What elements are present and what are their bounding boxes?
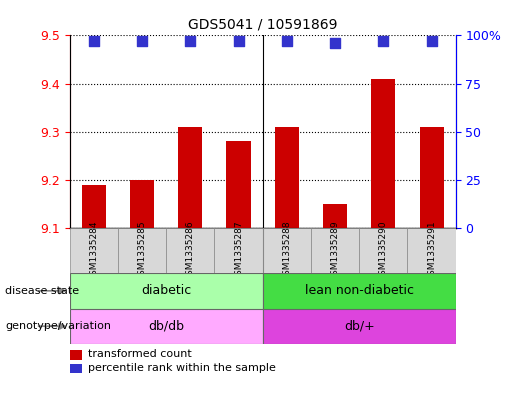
Bar: [311, 228, 359, 273]
Text: GSM1335285: GSM1335285: [138, 220, 146, 281]
Point: [234, 38, 243, 44]
Bar: [420, 127, 444, 228]
Point: [138, 38, 146, 44]
Text: lean non-diabetic: lean non-diabetic: [305, 284, 414, 298]
Bar: [178, 127, 202, 228]
Text: transformed count: transformed count: [88, 349, 191, 360]
Bar: [166, 228, 214, 273]
Bar: [70, 228, 118, 273]
Text: GSM1335286: GSM1335286: [186, 220, 195, 281]
Text: GSM1335290: GSM1335290: [379, 220, 388, 281]
Bar: [371, 79, 396, 228]
Point: [90, 38, 98, 44]
Point: [379, 38, 387, 44]
Bar: [70, 273, 263, 309]
Text: GSM1335289: GSM1335289: [331, 220, 339, 281]
Bar: [274, 127, 299, 228]
Point: [186, 38, 194, 44]
Text: diabetic: diabetic: [141, 284, 191, 298]
Bar: [118, 228, 166, 273]
Text: db/+: db/+: [344, 320, 374, 333]
Bar: [227, 141, 251, 228]
Bar: [323, 204, 347, 228]
Bar: [263, 309, 456, 344]
Text: percentile rank within the sample: percentile rank within the sample: [88, 363, 276, 373]
Text: GSM1335288: GSM1335288: [282, 220, 291, 281]
Bar: [263, 228, 311, 273]
Text: db/db: db/db: [148, 320, 184, 333]
Bar: [81, 185, 106, 228]
Title: GDS5041 / 10591869: GDS5041 / 10591869: [188, 17, 337, 31]
Bar: [263, 273, 456, 309]
Bar: [214, 228, 263, 273]
Bar: [359, 228, 407, 273]
Text: GSM1335287: GSM1335287: [234, 220, 243, 281]
Point: [427, 38, 436, 44]
Bar: [407, 228, 456, 273]
Text: GSM1335291: GSM1335291: [427, 220, 436, 281]
Text: genotype/variation: genotype/variation: [5, 321, 111, 331]
Bar: [70, 309, 263, 344]
Point: [283, 38, 291, 44]
Text: GSM1335284: GSM1335284: [89, 220, 98, 281]
Bar: [130, 180, 154, 228]
Text: disease state: disease state: [5, 286, 79, 296]
Point: [331, 40, 339, 46]
